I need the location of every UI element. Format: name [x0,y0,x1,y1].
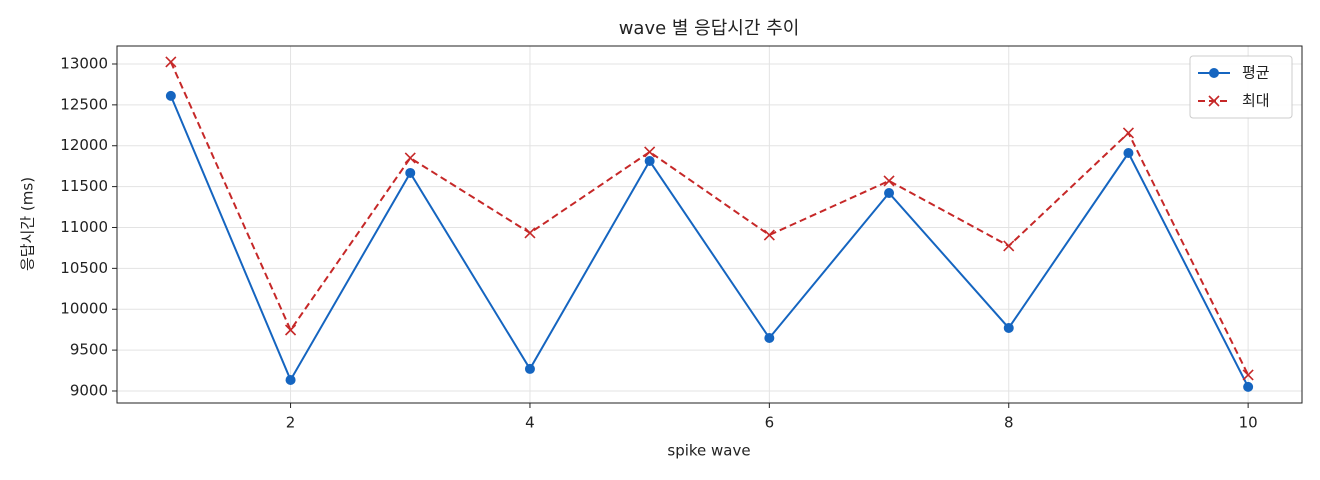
point [405,167,416,178]
point [1243,381,1254,392]
point [1123,148,1134,159]
y-tick-label: 10000 [60,300,108,318]
x-tick-label: 8 [1004,414,1014,432]
y-tick-label: 13000 [60,54,108,72]
point [764,333,775,344]
series-line [169,95,1250,388]
y-tick-label: 12000 [60,136,108,154]
y-tick-label: 10500 [60,259,108,277]
point [1003,240,1015,252]
point [644,156,655,167]
y-tick-label: 9500 [70,341,108,359]
y-tick-label: 12500 [60,95,108,113]
series-line [169,61,1250,376]
x-tick-label: 2 [286,414,296,432]
point [284,324,297,336]
point [165,56,177,68]
point [404,152,416,164]
x-tick-label: 4 [525,414,535,432]
legend-label: 평균 [1242,64,1270,82]
y-tick-label: 11500 [60,177,108,195]
x-tick-label: 6 [765,414,775,432]
x-tick-label: 10 [1239,414,1258,432]
point [524,363,535,374]
y-axis-label: 응답시간 (ms) [19,177,37,271]
chart-title: wave 별 응답시간 추이 [619,18,800,39]
legend-box [1189,55,1293,119]
point [644,146,656,158]
point [1122,127,1135,139]
point [165,90,176,101]
point [1242,369,1254,381]
legend-marker [1208,95,1220,107]
point [285,374,296,385]
plot-frame [116,45,1303,404]
y-tick-label: 11000 [60,218,108,236]
point [524,227,536,239]
point [1003,322,1014,333]
y-tick-label: 9000 [70,381,108,399]
point [883,175,895,187]
point [884,187,895,198]
legend-marker [1209,68,1219,78]
x-axis-label: spike wave [667,442,750,460]
legend-label: 최대 [1242,92,1270,110]
point [763,229,775,241]
